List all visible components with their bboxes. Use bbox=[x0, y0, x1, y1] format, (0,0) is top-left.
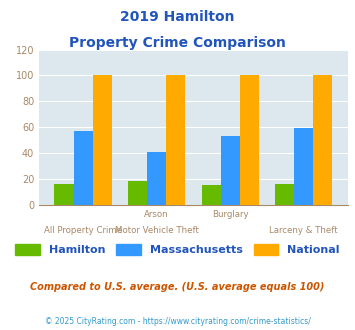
Text: © 2025 CityRating.com - https://www.cityrating.com/crime-statistics/: © 2025 CityRating.com - https://www.city… bbox=[45, 317, 310, 326]
Text: Compared to U.S. average. (U.S. average equals 100): Compared to U.S. average. (U.S. average … bbox=[30, 282, 325, 292]
Text: All Property Crime: All Property Crime bbox=[44, 226, 122, 235]
Bar bbox=[73, 131, 93, 205]
Bar bbox=[147, 151, 166, 205]
Text: 2019 Hamilton: 2019 Hamilton bbox=[120, 10, 235, 24]
Bar bbox=[294, 128, 313, 205]
Text: Property Crime Comparison: Property Crime Comparison bbox=[69, 36, 286, 50]
Bar bbox=[55, 184, 73, 205]
Text: Larceny & Theft: Larceny & Theft bbox=[269, 226, 338, 235]
Text: Motor Vehicle Theft: Motor Vehicle Theft bbox=[115, 226, 199, 235]
Text: Burglary: Burglary bbox=[212, 210, 248, 218]
Bar bbox=[128, 181, 147, 205]
Bar bbox=[202, 185, 221, 205]
Bar bbox=[313, 75, 332, 205]
Bar bbox=[93, 75, 112, 205]
Bar bbox=[221, 136, 240, 205]
Bar bbox=[240, 75, 259, 205]
Text: Arson: Arson bbox=[144, 210, 169, 218]
Legend: Hamilton, Massachusetts, National: Hamilton, Massachusetts, National bbox=[16, 244, 339, 255]
Bar bbox=[166, 75, 185, 205]
Bar bbox=[275, 184, 294, 205]
